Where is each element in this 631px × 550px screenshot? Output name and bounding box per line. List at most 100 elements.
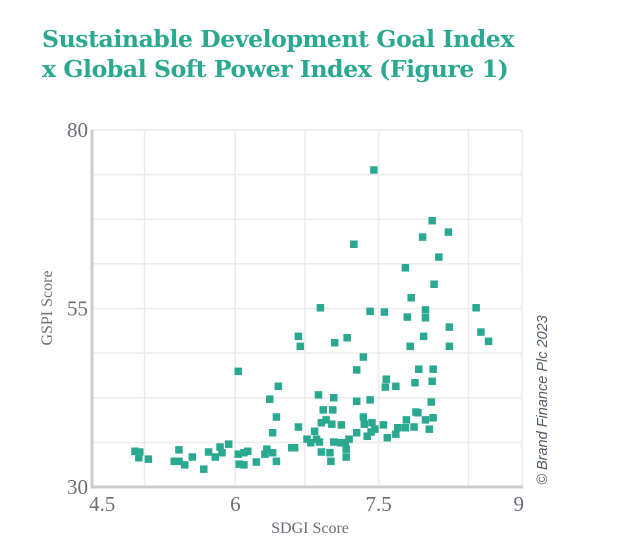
x-tick-label: 7.5: [366, 492, 392, 516]
data-point: [359, 353, 368, 361]
data-point: [337, 421, 346, 429]
x-tick-label: 6: [230, 492, 241, 516]
data-point: [328, 420, 336, 428]
gridlines: [92, 129, 523, 487]
data-point: [265, 395, 274, 403]
data-point: [415, 365, 423, 373]
data-point: [421, 306, 430, 314]
data-point: [341, 438, 349, 447]
data-point: [427, 398, 435, 406]
data-point: [342, 445, 350, 453]
copyright-notice: © Brand Finance Plc 2023: [535, 315, 551, 484]
data-point: [406, 342, 414, 351]
data-point: [294, 423, 303, 431]
x-axis-label: SDGI Score: [271, 520, 349, 537]
x-tick-label: 4.5: [89, 492, 115, 516]
data-point: [410, 423, 418, 431]
y-axis-label: GSPI Score: [39, 270, 56, 345]
data-point: [418, 233, 427, 241]
x-tick-label: 9: [514, 492, 525, 516]
data-point: [175, 457, 183, 466]
data-point: [366, 396, 374, 404]
data-point: [407, 294, 415, 302]
data-point: [359, 413, 368, 421]
data-point: [421, 314, 430, 322]
data-point: [336, 438, 345, 447]
data-point: [310, 427, 319, 436]
data-point: [403, 313, 412, 321]
data-point: [234, 367, 242, 376]
data-point: [170, 457, 178, 466]
data-point: [204, 448, 213, 456]
data-point: [234, 450, 242, 458]
data-point: [419, 332, 428, 341]
data-point: [224, 440, 233, 448]
data-point: [314, 391, 323, 399]
data-point: [315, 438, 324, 446]
axes: [90, 130, 523, 489]
data-point: [290, 443, 299, 452]
data-point: [342, 453, 350, 461]
data-point: [180, 461, 189, 469]
data-point: [401, 423, 410, 432]
data-point: [402, 416, 411, 424]
data-point: [296, 342, 305, 351]
data-point: [371, 425, 379, 433]
data-point: [319, 406, 327, 414]
data-point: [240, 448, 248, 457]
chart-title-line-1: Sustainable Development Goal Index: [42, 25, 514, 53]
data-point: [317, 448, 326, 456]
data-point: [329, 406, 337, 414]
data-point: [444, 228, 453, 236]
data-point: [303, 435, 311, 443]
data-point: [343, 334, 351, 342]
data-point: [352, 366, 361, 374]
data-point: [268, 448, 277, 457]
y-tick-label: 55: [67, 297, 88, 321]
data-point: [188, 453, 197, 461]
data-point: [218, 448, 226, 457]
chart-title: Sustainable Development Goal Index x Glo…: [42, 24, 514, 84]
data-point: [330, 339, 339, 347]
data-point: [421, 416, 430, 424]
data-point: [352, 428, 361, 437]
data-point: [394, 423, 402, 432]
data-point: [144, 455, 153, 463]
data-point: [272, 413, 281, 421]
data-point: [379, 421, 388, 429]
data-point: [429, 365, 437, 373]
data-point: [131, 447, 139, 456]
data-point: [135, 453, 143, 462]
data-point: [370, 166, 378, 174]
data-point: [392, 382, 400, 391]
data-point: [136, 448, 144, 456]
data-point: [240, 461, 248, 469]
data-point: [327, 457, 335, 466]
data-point: [216, 443, 224, 451]
data-point: [211, 453, 220, 461]
y-tick-label: 80: [67, 118, 88, 142]
data-point: [477, 328, 485, 336]
data-point: [392, 430, 400, 438]
data-point: [430, 280, 438, 288]
data-point: [352, 397, 361, 406]
data-point: [360, 420, 369, 428]
x-tick-labels: 4.5 6 7.5 9: [89, 492, 524, 516]
data-point: [411, 379, 419, 387]
data-point: [445, 323, 454, 331]
y-tick-labels: 30 55 80: [67, 118, 88, 499]
data-point: [382, 375, 391, 383]
data-point: [367, 428, 375, 436]
chart-title-line-2: x Global Soft Power Index (Figure 1): [42, 55, 509, 83]
data-point: [307, 438, 315, 447]
data-point: [200, 465, 208, 473]
data-point: [472, 304, 480, 312]
data-point: [428, 377, 436, 386]
data-point: [435, 253, 443, 261]
data-point: [366, 307, 374, 316]
data-point: [274, 382, 283, 391]
data-point: [445, 342, 454, 351]
y-tick-label: 30: [67, 475, 88, 499]
data-point: [428, 216, 436, 225]
